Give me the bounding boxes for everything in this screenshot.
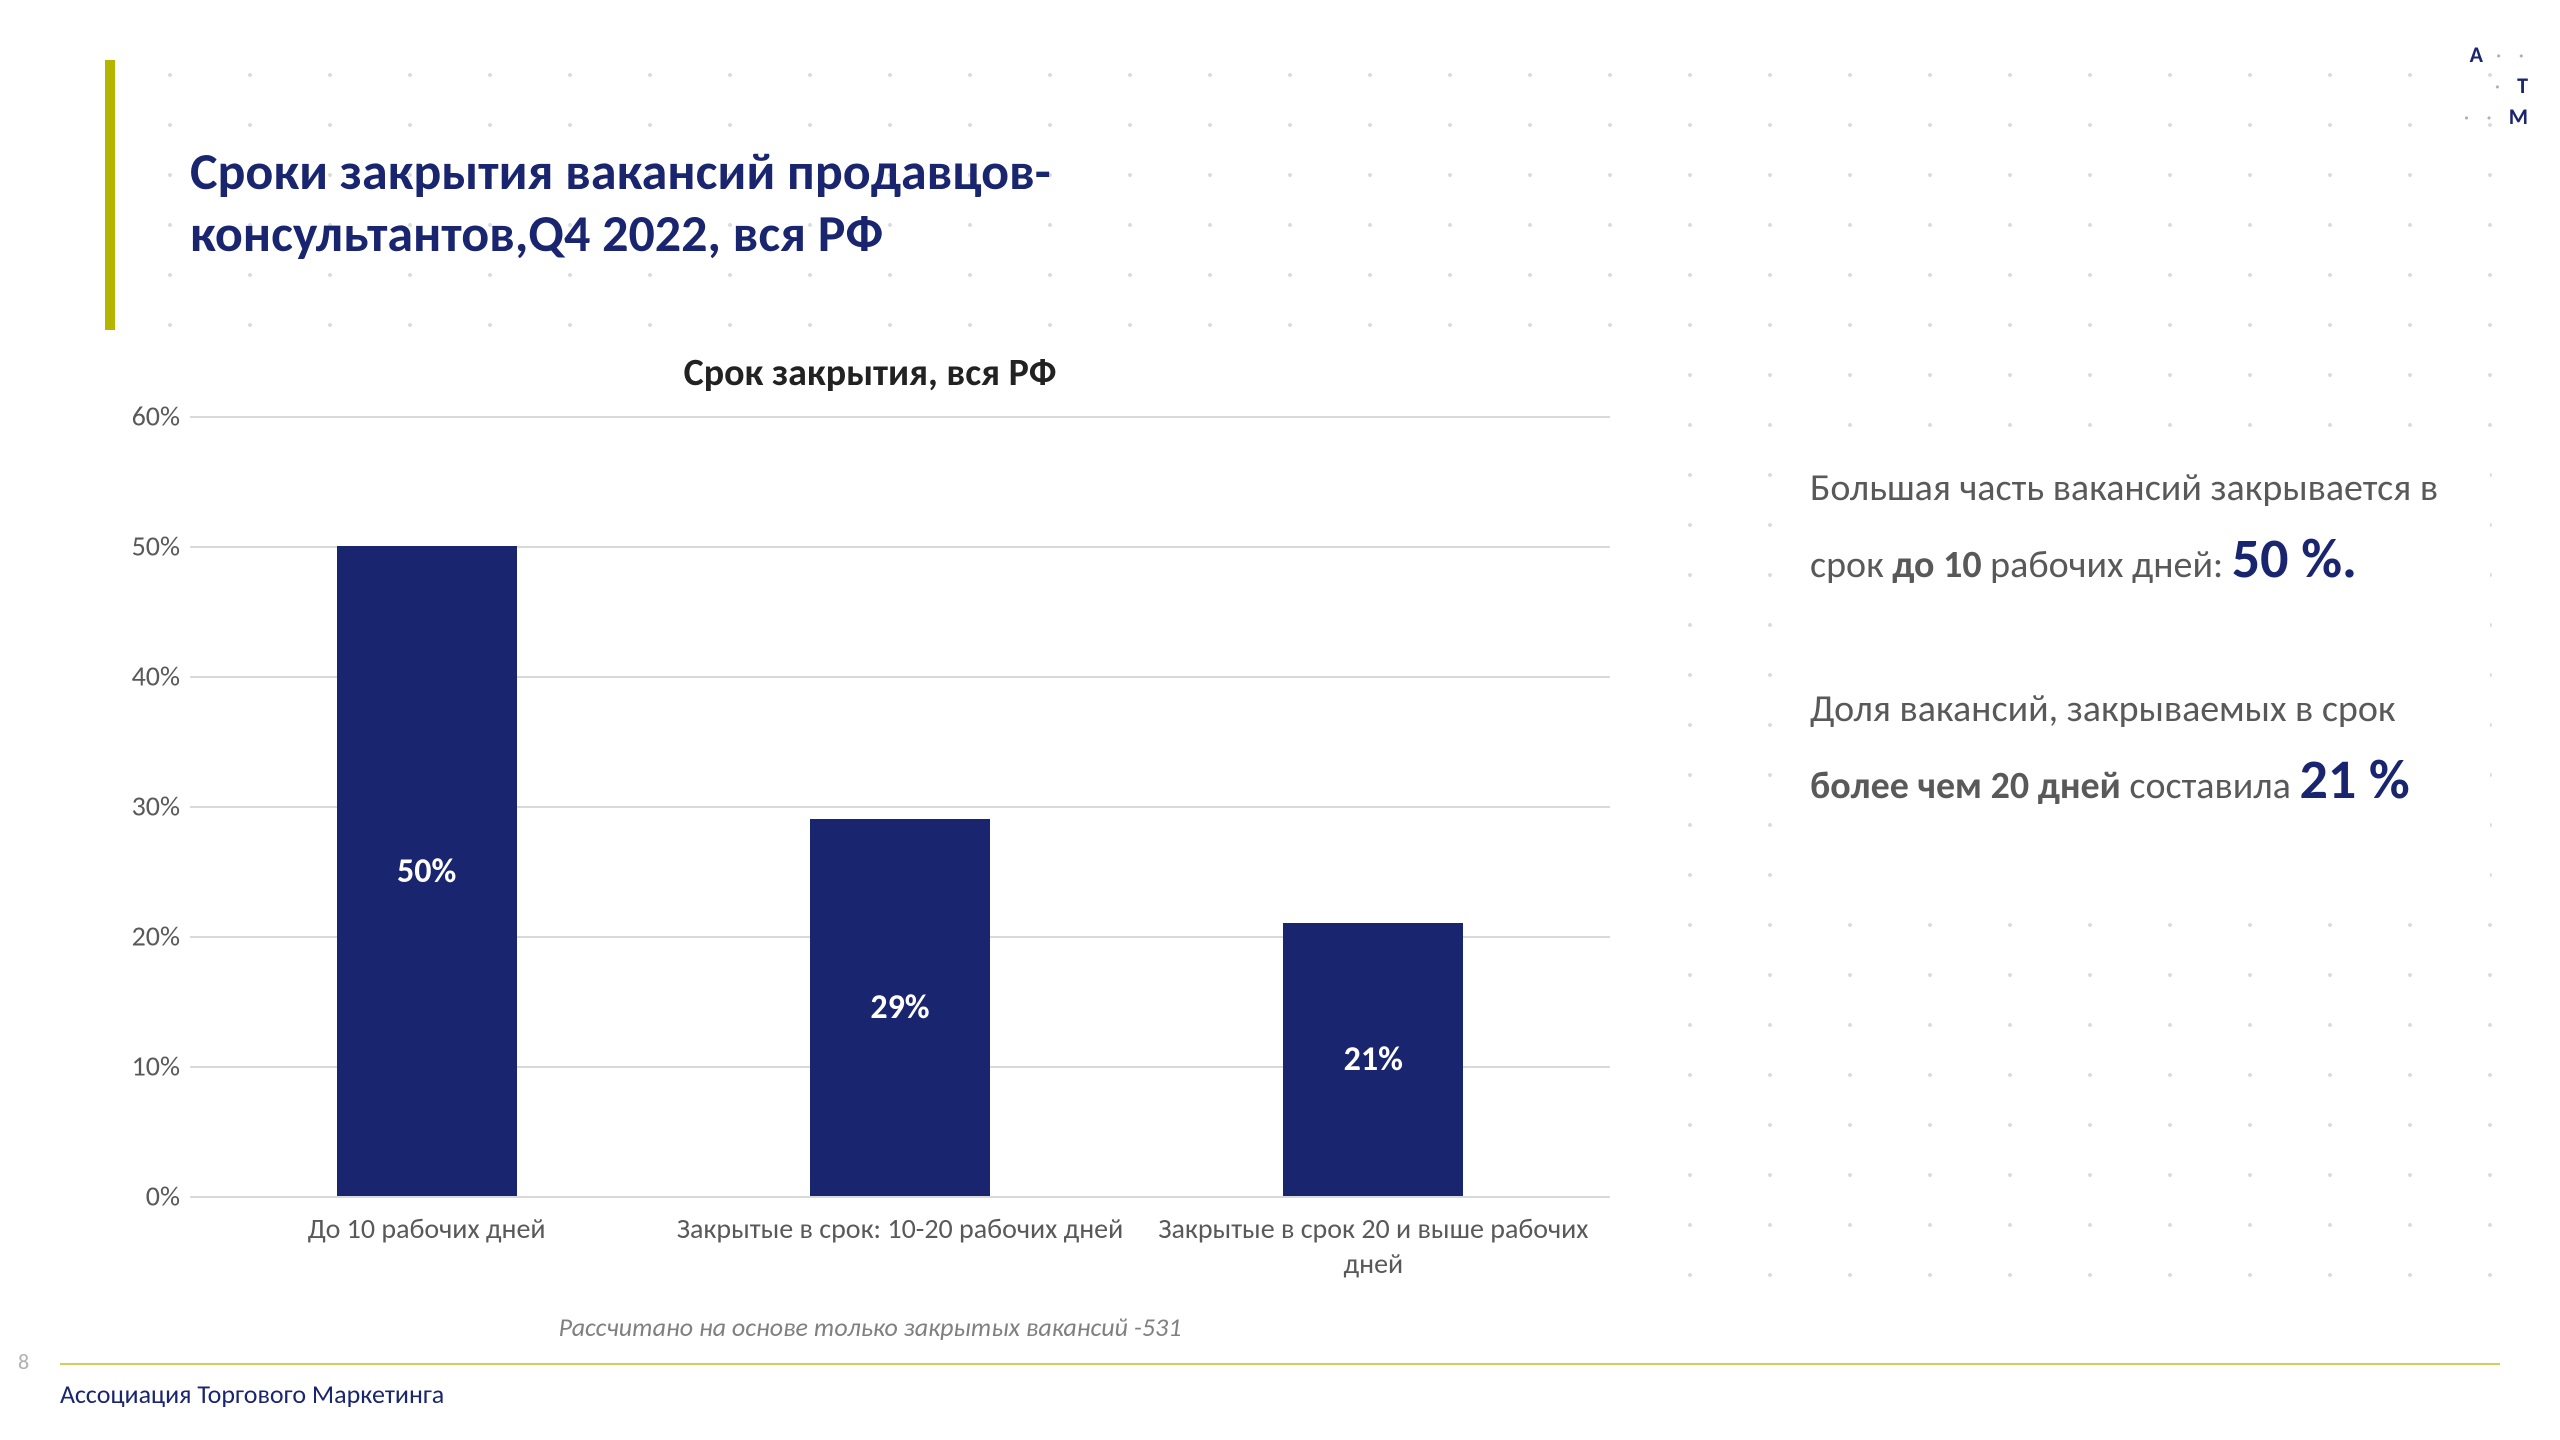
bar-value-label: 21%	[1344, 1039, 1403, 1080]
bar-slot: 29%	[663, 416, 1136, 1196]
commentary-block: Большая часть вакансий закрывается в сро…	[1810, 460, 2490, 902]
chart-plot: 0%10%20%30%40%50%60% 50%29%21%	[190, 416, 1610, 1196]
gridline	[190, 1196, 1610, 1198]
slide-title: Сроки закрытия вакансий продавцов-консул…	[190, 140, 1290, 265]
chart-bar: 29%	[810, 819, 990, 1196]
y-tick-label: 30%	[100, 789, 180, 824]
chart-title: Срок закрытия, вся РФ	[100, 350, 1640, 396]
x-tick-label: Закрытые в срок: 10-20 рабочих дней	[663, 1211, 1136, 1281]
logo-letter-m: М	[2464, 102, 2530, 133]
commentary-p1: Большая часть вакансий закрывается в сро…	[1810, 460, 2490, 601]
commentary-p1-text2: рабочих дней:	[1982, 542, 2232, 588]
chart-x-labels: До 10 рабочих днейЗакрытые в срок: 10-20…	[190, 1211, 1610, 1281]
commentary-p2-big: 21 %	[2299, 746, 2409, 814]
bar-slot: 21%	[1137, 416, 1610, 1196]
chart-bars: 50% 29% 21%	[190, 416, 1610, 1196]
y-tick-label: 0%	[100, 1179, 180, 1214]
y-tick-label: 20%	[100, 918, 180, 953]
bar-value-label: 50%	[397, 851, 456, 892]
commentary-p2-text1: Доля вакансий, закрываемых в срок	[1810, 686, 2396, 732]
commentary-p2-bold: более чем 20 дней	[1810, 763, 2121, 809]
commentary-p1-bold: до 10	[1892, 542, 1981, 588]
logo-letter-t: Т	[2464, 71, 2530, 102]
commentary-p2: Доля вакансий, закрываемых в срок более …	[1810, 681, 2490, 822]
page-number: 8	[18, 1348, 29, 1375]
logo-mark: А Т М	[2464, 40, 2530, 132]
chart-bar: 21%	[1283, 923, 1463, 1196]
x-tick-label: До 10 рабочих дней	[190, 1211, 663, 1281]
logo-letter-a: А	[2464, 40, 2530, 71]
title-accent-bar	[105, 60, 115, 330]
slide: Сроки закрытия вакансий продавцов-консул…	[0, 0, 2560, 1440]
y-tick-label: 40%	[100, 658, 180, 693]
bar-slot: 50%	[190, 416, 663, 1196]
commentary-p1-big: 50 %.	[2232, 525, 2357, 593]
y-tick-label: 10%	[100, 1049, 180, 1084]
y-tick-label: 60%	[100, 399, 180, 434]
y-tick-label: 50%	[100, 528, 180, 563]
footer-rule	[60, 1363, 2500, 1365]
footer-text: Ассоциация Торгового Маркетинга	[60, 1378, 444, 1410]
x-tick-label: Закрытые в срок 20 и выше рабочих дней	[1137, 1211, 1610, 1281]
bar-value-label: 29%	[870, 987, 929, 1028]
chart-area: Срок закрытия, вся РФ 0% 10% 20% 30% 40% 50% 6…	[100, 350, 1640, 1310]
commentary-p2-text2: составила	[2121, 763, 2300, 809]
chart-bar: 50%	[337, 546, 517, 1196]
chart-footnote: Рассчитано на основе только закрытых вак…	[100, 1311, 1640, 1343]
